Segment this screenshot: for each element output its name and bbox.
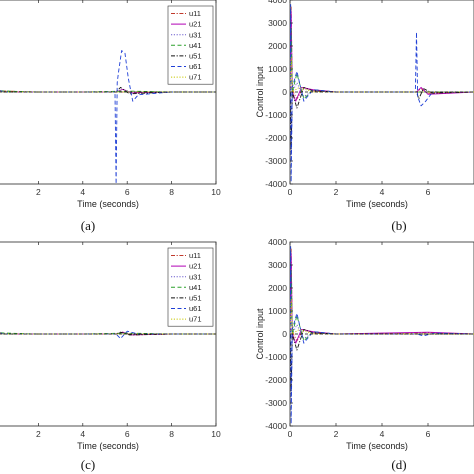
x-tick-label: 0	[288, 429, 293, 439]
y-tick-label: 1000	[268, 64, 287, 74]
x-axis-label: Time (seconds)	[346, 199, 408, 209]
legend-label-u51: u51	[189, 294, 202, 303]
series-line-u41	[290, 27, 474, 100]
y-tick-label: 3000	[268, 18, 287, 28]
x-axis-label: Time (seconds)	[77, 441, 139, 451]
x-tick-label: 2	[36, 187, 41, 197]
caption-b: (b)	[391, 218, 406, 233]
y-tick-label: 0	[282, 87, 287, 97]
y-tick-label: 1000	[268, 306, 287, 316]
y-tick-label: -2000	[265, 133, 287, 143]
y-tick-label: 0	[282, 329, 287, 339]
legend-label-u31: u31	[189, 30, 202, 39]
y-tick-label: -2000	[265, 375, 287, 385]
y-axis-label: Control input	[255, 66, 265, 118]
series-line-u51	[290, 86, 474, 150]
legend-label-u51: u51	[189, 52, 202, 61]
caption-a: (a)	[81, 218, 95, 233]
y-tick-label: 4000	[268, 0, 287, 5]
x-tick-label: 2	[334, 187, 339, 197]
x-tick-label: 8	[169, 429, 174, 439]
legend-box	[167, 5, 214, 85]
panel-b: 0 2 4 6 -4000 -3000 -2000 -1000 0 1000 2000 3000 400…	[255, 0, 474, 209]
series-group-d	[290, 246, 474, 425]
legend-label-u61: u61	[189, 62, 202, 71]
x-tick-label: 8	[169, 187, 174, 197]
x-tick-label: 10	[211, 429, 221, 439]
x-tick-label: 6	[125, 187, 130, 197]
y-tick-label: 3000	[268, 260, 287, 270]
series-line-u41	[290, 269, 474, 342]
x-tick-label: 6	[426, 187, 431, 197]
y-axis-label: Control input	[255, 308, 265, 360]
x-tick-label: 6	[125, 429, 130, 439]
x-tick-label: 0	[288, 187, 293, 197]
legend-label-u21: u21	[189, 262, 202, 271]
y-tick-label: -3000	[265, 156, 287, 166]
y-tick-label: -1000	[265, 110, 287, 120]
x-tick-label: 4	[80, 429, 85, 439]
legend-label-u41: u41	[189, 283, 202, 292]
caption-d: (d)	[391, 457, 406, 472]
series-group-b	[290, 4, 474, 183]
y-tick-label: 4000	[268, 237, 287, 247]
y-tick-label: -3000	[265, 398, 287, 408]
x-tick-label: 4	[380, 187, 385, 197]
series-group-c	[0, 330, 216, 340]
series-line-u21	[290, 11, 474, 102]
legend-label-u71: u71	[189, 73, 202, 82]
x-tick-label: 2	[36, 429, 41, 439]
legend-label-u41: u41	[189, 41, 202, 50]
y-tick-label: -4000	[265, 179, 287, 189]
legend-label-u71: u71	[189, 315, 202, 324]
y-tick-label: -1000	[265, 352, 287, 362]
legend-label-u11: u11	[189, 251, 201, 260]
y-tick-label: 2000	[268, 41, 287, 51]
y-tick-label: -4000	[265, 421, 287, 431]
legend-box	[167, 247, 214, 327]
series-line-u61	[290, 246, 474, 425]
series-group-a	[0, 50, 216, 184]
legend-label-u11: u11	[189, 9, 201, 18]
x-tick-label: 10	[211, 187, 221, 197]
x-tick-label: 4	[380, 429, 385, 439]
legend-label-u31: u31	[189, 272, 202, 281]
legend-label-u61: u61	[189, 304, 202, 313]
legend-label-u21: u21	[189, 20, 202, 29]
x-tick-label: 2	[334, 429, 339, 439]
x-tick-label: 4	[80, 187, 85, 197]
y-tick-label: 2000	[268, 283, 287, 293]
x-tick-label: 6	[426, 429, 431, 439]
panel-d: 0 2 4 6 -4000 -3000 -2000 -1000 0 1000 2000 3000 400…	[255, 237, 474, 451]
x-axis-label: Time (seconds)	[346, 441, 408, 451]
caption-c: (c)	[81, 457, 95, 472]
x-axis-label: Time (seconds)	[77, 199, 139, 209]
